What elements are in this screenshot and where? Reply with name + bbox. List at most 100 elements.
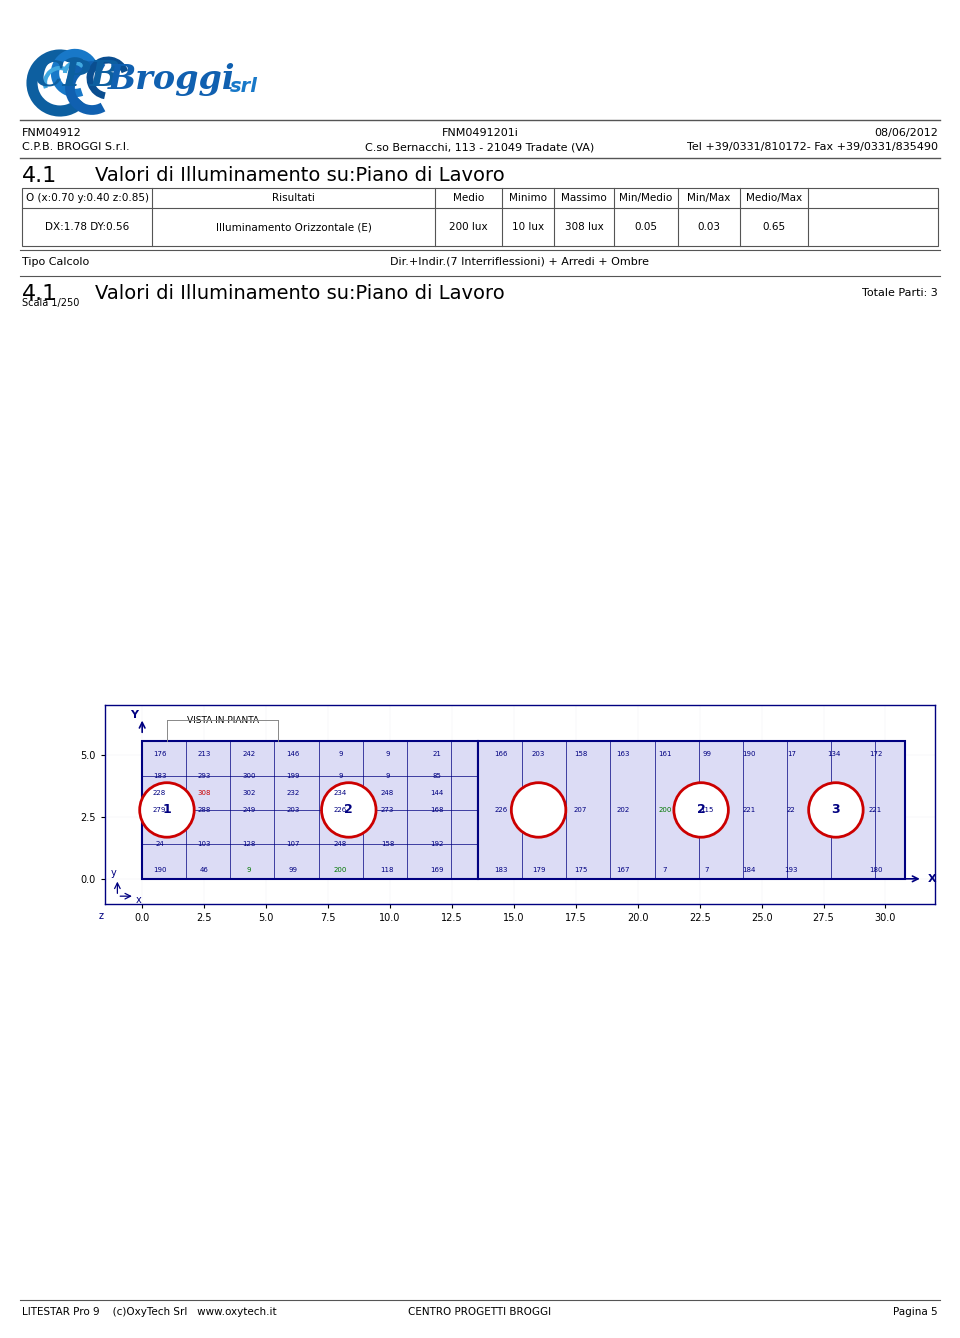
Text: 180: 180	[869, 867, 882, 874]
Text: 308: 308	[198, 789, 211, 796]
Text: 99: 99	[703, 751, 711, 757]
Text: 249: 249	[242, 807, 255, 814]
Text: 228: 228	[153, 789, 166, 796]
Text: DX:1.78 DY:0.56: DX:1.78 DY:0.56	[45, 222, 130, 231]
Text: 293: 293	[198, 772, 211, 779]
Text: 202: 202	[616, 807, 630, 814]
Text: 203: 203	[287, 807, 300, 814]
Text: X: X	[927, 874, 936, 884]
Text: 146: 146	[287, 751, 300, 757]
Text: 273: 273	[381, 807, 395, 814]
Text: Scala 1/250: Scala 1/250	[22, 298, 80, 308]
Text: Valori di Illuminamento su:Piano di Lavoro: Valori di Illuminamento su:Piano di Lavo…	[95, 284, 505, 302]
Circle shape	[808, 783, 863, 838]
Text: Illuminamento Orizzontale (E): Illuminamento Orizzontale (E)	[216, 222, 372, 231]
Text: 184: 184	[742, 867, 756, 874]
Text: 134: 134	[827, 751, 840, 757]
Text: Minimo: Minimo	[509, 193, 547, 203]
Text: 167: 167	[616, 867, 630, 874]
Text: Tipo Calcolo: Tipo Calcolo	[22, 257, 89, 268]
Text: 9: 9	[338, 772, 343, 779]
Text: 200 lux: 200 lux	[449, 222, 488, 231]
Text: 08/06/2012: 08/06/2012	[875, 128, 938, 138]
Text: 213: 213	[198, 751, 211, 757]
Text: C.so Bernacchi, 113 - 21049 Tradate (VA): C.so Bernacchi, 113 - 21049 Tradate (VA)	[366, 142, 594, 153]
Text: 242: 242	[242, 751, 255, 757]
Text: 10 lux: 10 lux	[512, 222, 544, 231]
Text: 166: 166	[494, 751, 508, 757]
Text: 168: 168	[430, 807, 444, 814]
Text: Pagina 5: Pagina 5	[894, 1307, 938, 1317]
Text: 234: 234	[334, 789, 347, 796]
Text: 207: 207	[574, 807, 588, 814]
Text: 1: 1	[162, 803, 171, 816]
Text: 144: 144	[430, 789, 444, 796]
Text: 200: 200	[659, 807, 672, 814]
Text: 17: 17	[787, 751, 796, 757]
Text: 9: 9	[385, 772, 390, 779]
Circle shape	[512, 783, 565, 838]
Text: 190: 190	[742, 751, 756, 757]
Text: 107: 107	[286, 842, 300, 847]
Text: Broggi: Broggi	[108, 63, 235, 96]
Text: 199: 199	[286, 772, 300, 779]
Bar	[142, 741, 478, 879]
Text: 221: 221	[869, 807, 882, 814]
Text: Dir.+Indir.(7 Interriflessioni) + Arredi + Ombre: Dir.+Indir.(7 Interriflessioni) + Arredi…	[390, 257, 649, 268]
Bar	[22, 189, 938, 246]
Text: 308 lux: 308 lux	[564, 222, 604, 231]
Text: 193: 193	[784, 867, 798, 874]
Text: Medio/Max: Medio/Max	[746, 193, 802, 203]
Circle shape	[140, 783, 194, 838]
Text: 190: 190	[153, 867, 166, 874]
Text: 22: 22	[787, 807, 796, 814]
Text: Valori di Illuminamento su:Piano di Lavoro: Valori di Illuminamento su:Piano di Lavo…	[95, 166, 505, 185]
Text: 0.65: 0.65	[762, 222, 785, 231]
Text: 176: 176	[153, 751, 166, 757]
Text: 248: 248	[381, 789, 394, 796]
Text: y: y	[110, 867, 116, 878]
Text: 21: 21	[433, 751, 442, 757]
Text: Y: Y	[130, 710, 138, 720]
Text: 2: 2	[345, 803, 353, 816]
Text: C.P.B. BROGGI S.r.l.: C.P.B. BROGGI S.r.l.	[22, 142, 130, 153]
Text: 179: 179	[532, 867, 545, 874]
Text: 46: 46	[200, 867, 208, 874]
Text: 7: 7	[705, 867, 709, 874]
Text: 302: 302	[242, 789, 255, 796]
Bar	[478, 741, 904, 879]
Text: 2: 2	[697, 803, 706, 816]
Text: 221: 221	[742, 807, 756, 814]
Text: Massimo: Massimo	[562, 193, 607, 203]
Text: 169: 169	[430, 867, 444, 874]
Text: 192: 192	[430, 842, 444, 847]
Text: 4.1: 4.1	[22, 166, 58, 186]
Text: 9: 9	[338, 751, 343, 757]
Text: x: x	[136, 895, 142, 904]
Text: CENTRO PROGETTI BROGGI: CENTRO PROGETTI BROGGI	[408, 1307, 552, 1317]
Text: Min/Max: Min/Max	[687, 193, 731, 203]
Text: 183: 183	[494, 867, 508, 874]
Text: 128: 128	[242, 842, 255, 847]
Text: 85: 85	[433, 772, 442, 779]
Text: 3: 3	[831, 803, 840, 816]
Text: 9: 9	[385, 751, 390, 757]
Text: 279: 279	[153, 807, 166, 814]
Text: Totale Parti: 3: Totale Parti: 3	[862, 288, 938, 298]
Text: 118: 118	[381, 867, 395, 874]
Text: LITESTAR Pro 9    (c)OxyTech Srl   www.oxytech.it: LITESTAR Pro 9 (c)OxyTech Srl www.oxytec…	[22, 1307, 276, 1317]
Text: 0.05: 0.05	[635, 222, 658, 231]
Text: 115: 115	[701, 807, 713, 814]
Text: 103: 103	[198, 842, 211, 847]
Text: 288: 288	[198, 807, 211, 814]
Text: 7: 7	[662, 867, 667, 874]
Text: Tel +39/0331/810172- Fax +39/0331/835490: Tel +39/0331/810172- Fax +39/0331/835490	[687, 142, 938, 153]
Circle shape	[322, 783, 376, 838]
Text: 203: 203	[532, 751, 545, 757]
Text: 161: 161	[659, 751, 672, 757]
Text: 232: 232	[287, 789, 300, 796]
Text: 226: 226	[334, 807, 347, 814]
Text: 248: 248	[334, 842, 347, 847]
Text: 99: 99	[289, 867, 298, 874]
Text: 200: 200	[334, 867, 348, 874]
